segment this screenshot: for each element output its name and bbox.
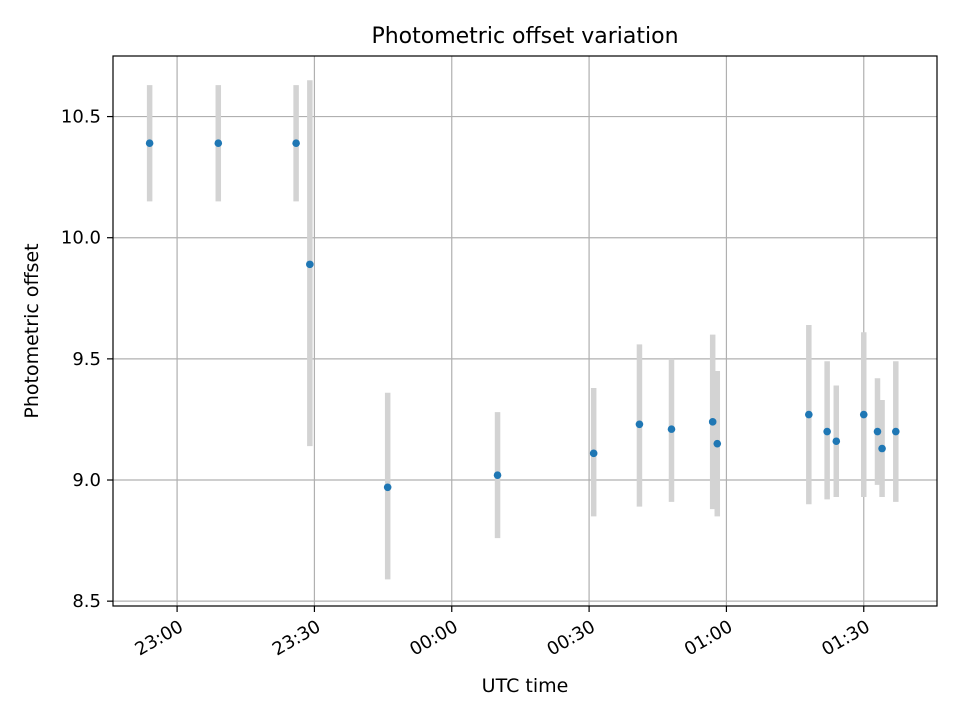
data-point [589, 449, 598, 458]
data-point [713, 439, 722, 448]
x-tick-label: 23:30 [269, 616, 324, 660]
plot-frame [112, 55, 938, 607]
data-points [145, 139, 900, 492]
data-point [878, 444, 886, 453]
data-point [832, 437, 841, 446]
data-point [493, 471, 502, 479]
data-point [805, 410, 813, 419]
axis-ticks: 23:00 23:30 00:00 00:30 01:00 01:30 8.5 9.0 9.5 1… [61, 107, 874, 661]
data-point [635, 420, 644, 429]
data-point [708, 418, 717, 426]
y-tick-label: 10.5 [61, 107, 101, 128]
error-bars [146, 80, 899, 580]
data-point [859, 410, 868, 419]
data-point [667, 425, 676, 433]
y-tick-label: 10.0 [61, 228, 101, 249]
x-tick-label: 23:00 [132, 616, 187, 660]
data-point [214, 139, 223, 148]
y-tick-label: 8.5 [72, 591, 101, 612]
y-tick-label: 9.0 [72, 470, 101, 491]
data-point [292, 139, 300, 148]
data-point [145, 139, 154, 148]
data-point [306, 260, 314, 269]
x-axis-label: UTC time [482, 675, 569, 697]
data-point [383, 483, 392, 492]
data-point [823, 427, 831, 436]
x-tick-label: 00:00 [406, 616, 461, 660]
grid-lines [113, 56, 937, 606]
data-point [892, 427, 900, 436]
chart-title: Photometric offset variation [371, 24, 678, 49]
y-axis-label: Photometric offset [21, 243, 43, 418]
x-tick-label: 00:30 [544, 616, 599, 660]
x-tick-label: 01:00 [681, 616, 736, 660]
y-tick-label: 9.5 [72, 349, 101, 370]
x-tick-label: 01:30 [818, 616, 873, 660]
data-point [873, 427, 882, 436]
